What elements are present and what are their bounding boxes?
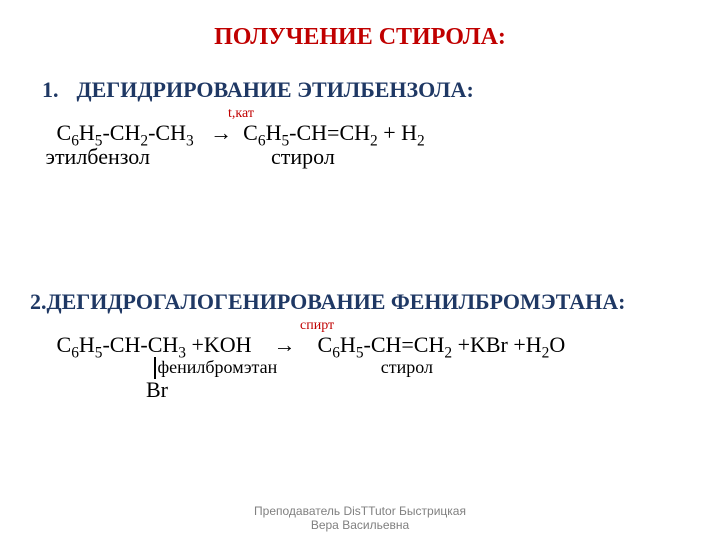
slide-footer: Преподаватель DisTTutor Быстрицкая Вера … <box>0 504 720 532</box>
footer-line-1: Преподаватель DisTTutor Быстрицкая <box>0 504 720 518</box>
reaction-2-labels: фенилбромэтан стирол <box>144 357 344 377</box>
reaction-1-condition: t,кат <box>228 107 690 121</box>
footer-line-2: Вера Васильевна <box>0 518 720 532</box>
section-1-heading: 1. ДЕГИДРИРОВАНИЕ ЭТИЛБЕНЗОЛА: <box>30 77 690 103</box>
section-1-title: ДЕГИДРИРОВАНИЕ ЭТИЛБЕНЗОЛА: <box>77 77 474 103</box>
slide-title: ПОЛУЧЕНИЕ СТИРОЛА: <box>30 24 690 51</box>
slide: ПОЛУЧЕНИЕ СТИРОЛА: 1. ДЕГИДРИРОВАНИЕ ЭТИ… <box>0 0 720 540</box>
section-1-number: 1. <box>42 77 59 103</box>
reaction-2-br-branch: фенилбромэтан стирол Br <box>144 357 344 403</box>
reaction-1-formula: C6H5-CH2-CH3 → C6H5-CH=CH2 + H2 <box>40 121 690 145</box>
reaction-1-labels: этилбензол стирол <box>40 145 690 169</box>
reaction-2-formula: C6H5-CH-CH3 +KOH → C6H5-CH=CH2 +KBr +H2O <box>40 333 690 357</box>
section-2-heading: 2. ДЕГИДРОГАЛОГЕНИРОВАНИЕ ФЕНИЛБРОМЭТАНА… <box>30 289 690 315</box>
reaction-2: спирт C6H5-CH-CH3 +KOH → C6H5-CH=CH2 +KB… <box>40 319 690 403</box>
br-substituent: Br <box>146 377 344 403</box>
section-2-number: 2. <box>30 289 47 315</box>
reaction-2-condition: спирт <box>300 319 690 333</box>
bond-line-icon <box>154 357 156 379</box>
section-2-title: ДЕГИДРОГАЛОГЕНИРОВАНИЕ ФЕНИЛБРОМЭТАНА: <box>47 289 626 315</box>
reaction-1: t,кат C6H5-CH2-CH3 → C6H5-CH=CH2 + H2 эт… <box>40 107 690 169</box>
